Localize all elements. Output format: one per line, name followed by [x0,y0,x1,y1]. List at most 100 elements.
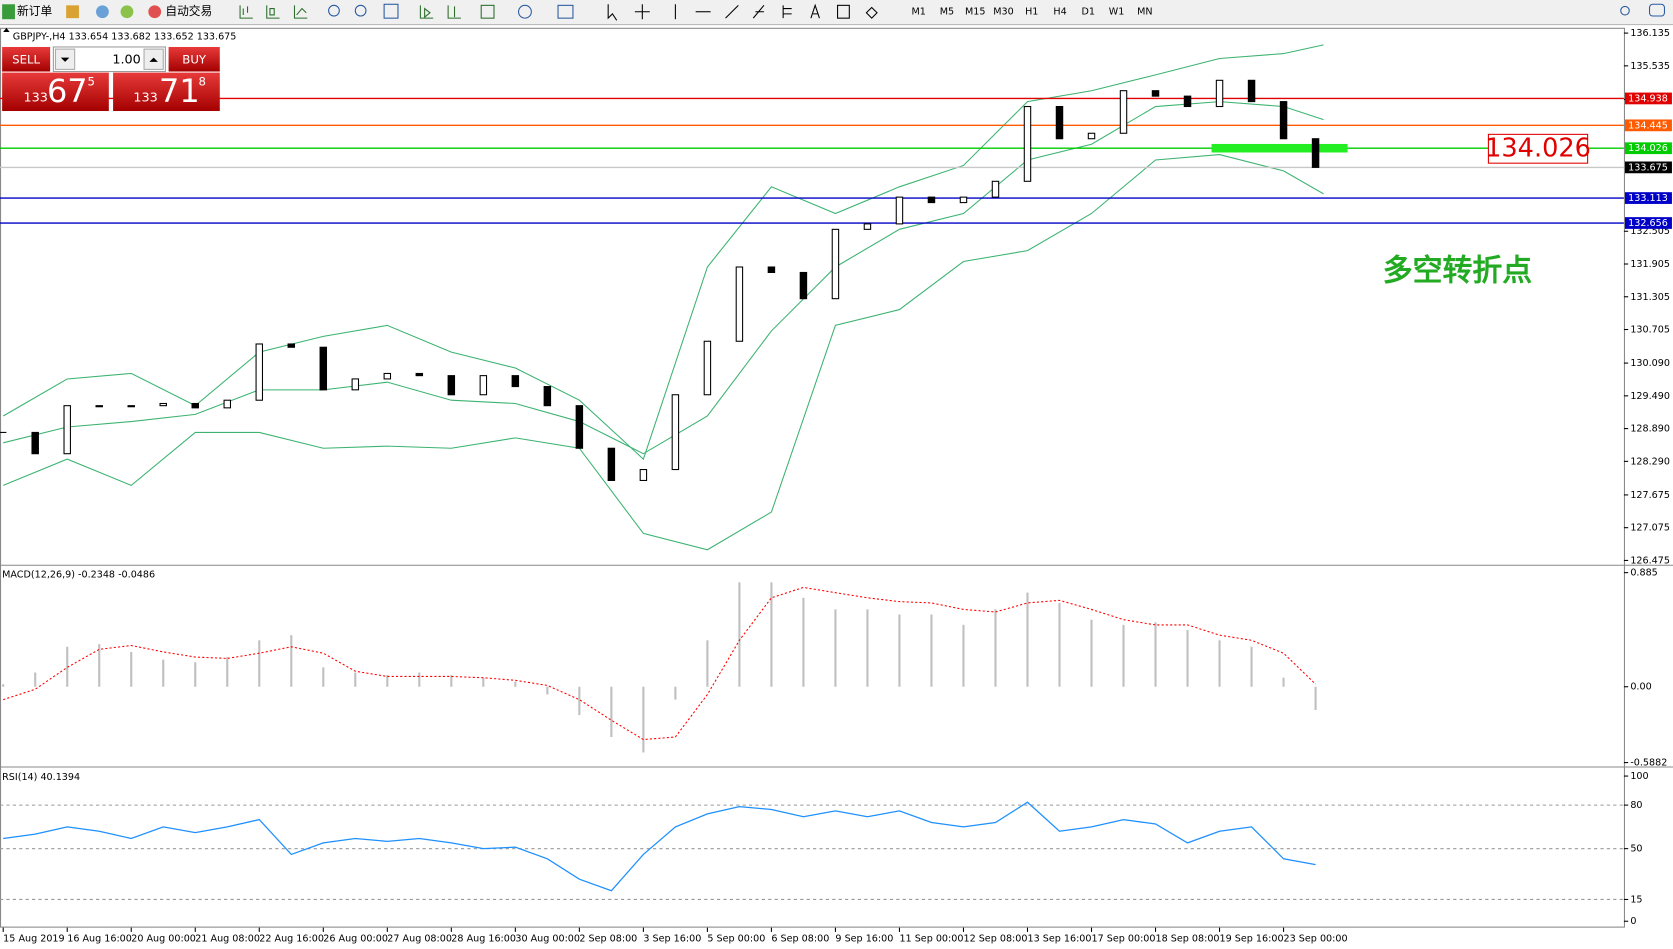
y-tick-label: 127.075 [1630,523,1670,534]
y-tick-label: 135.535 [1630,61,1670,72]
timeframe-button[interactable]: MN [1137,7,1152,18]
candle [991,180,1000,198]
timeframe-button[interactable]: M1 [911,7,925,18]
level-label: 134.938 [1628,93,1668,104]
timeframe-button[interactable]: H1 [1025,7,1038,18]
y-tick-label: 15 [1630,894,1642,905]
macd-bar [66,646,69,687]
level-label: 134.445 [1628,120,1668,131]
x-tick-label: 27 Aug 08:00 [387,933,452,944]
sell-price-point: 5 [87,75,94,89]
text-tool[interactable] [810,3,820,19]
timeframes: M1 M5 M15 M30 H1 H4 D1 W1 MN [911,7,1152,18]
candle [927,196,936,204]
sell-button[interactable] [2,46,51,72]
timeframe-button[interactable]: D1 [1082,7,1095,18]
macd-bar [930,614,933,687]
macd-bar [1186,630,1189,687]
templates[interactable] [557,4,574,19]
candle [447,375,456,396]
messages[interactable] [1648,3,1665,17]
macd-plot [2,582,1317,753]
macd-bar [1122,624,1125,687]
level-label-bg [1624,161,1672,174]
x-tick-label: 6 Sep 08:00 [771,933,829,944]
candle [319,346,328,391]
y-tick-label: 131.905 [1630,259,1670,270]
timeframe-button[interactable]: M5 [940,7,954,18]
tool-icon[interactable] [266,5,280,19]
tool-icon[interactable] [293,5,308,19]
chart-header: GBPJPY-,H4 133.654 133.682 133.652 133.6… [13,31,237,42]
candle [127,405,135,408]
y-tick-label: 131.305 [1630,292,1670,303]
y-tick-label: 130.090 [1630,358,1670,369]
zoom-in[interactable] [328,4,340,17]
candle [575,405,584,449]
lot-value[interactable]: 1.00 [112,52,140,67]
candle [1055,105,1064,140]
candle [671,394,680,471]
x-tick-label: 20 Aug 00:00 [131,933,196,944]
lot-down-arrow [60,57,70,62]
y-tick-label: 100 [1630,771,1648,782]
fibo[interactable] [752,4,765,19]
candle [863,223,872,230]
label-tool[interactable] [837,4,850,19]
sell-price-box[interactable] [2,72,109,112]
macd-bar [1282,677,1285,687]
buy-label[interactable]: BUY [182,52,207,66]
periods[interactable] [518,4,532,19]
toolbar-icon[interactable] [120,5,134,19]
candle [1087,132,1096,140]
sell-label[interactable]: SELL [12,52,40,66]
tool-icon[interactable] [419,5,434,19]
candle [1279,101,1288,140]
candle [1183,95,1192,108]
tile-windows[interactable] [383,3,399,19]
new-order-button[interactable]: 新订单 [17,4,52,18]
tool-icon[interactable] [447,5,461,19]
candle [255,343,264,401]
search[interactable] [1620,5,1630,16]
macd-bar [98,644,101,687]
zoom-out[interactable] [354,4,367,17]
x-tick-label: 30 Aug 00:00 [515,933,580,944]
trendline[interactable] [725,4,739,19]
candle [1023,105,1032,182]
auto-trade-button[interactable]: 自动交易 [165,4,212,18]
timeframe-button[interactable]: W1 [1109,7,1125,18]
level-label-bg [1624,192,1672,204]
candle [1119,90,1128,134]
channel[interactable] [782,5,792,19]
candle [735,266,744,342]
tool-icon[interactable] [239,5,253,19]
macd-bar [2,684,5,687]
buy-button[interactable] [168,46,220,72]
candle [831,228,840,300]
timeframe-button[interactable]: M30 [993,7,1013,18]
price-plot [0,44,1624,551]
crosshair[interactable] [634,4,650,20]
timeframe-button[interactable]: M15 [965,7,985,18]
toolbar-icon[interactable] [96,5,109,19]
new-order-icon[interactable] [2,4,15,20]
rsi-title: RSI(14) 40.1394 [2,772,80,783]
timeframe-button[interactable]: H4 [1053,7,1066,18]
arrows[interactable] [865,6,878,19]
macd-bar [226,657,229,687]
candle [287,343,296,348]
bollinger-lower [2,154,1324,551]
x-tick-label: 17 Sep 00:00 [1092,933,1156,944]
level-label: 132.656 [1628,218,1668,229]
x-tick-label: 15 Aug 2019 [3,933,64,944]
indicators[interactable] [480,4,495,19]
annotation: 多空转折点 [1383,254,1532,289]
buy-price-box[interactable] [113,72,220,112]
toolbar-icon[interactable] [66,5,79,19]
candle [351,378,360,391]
auto-trade-icon[interactable] [148,5,162,19]
cursor[interactable] [607,4,618,21]
